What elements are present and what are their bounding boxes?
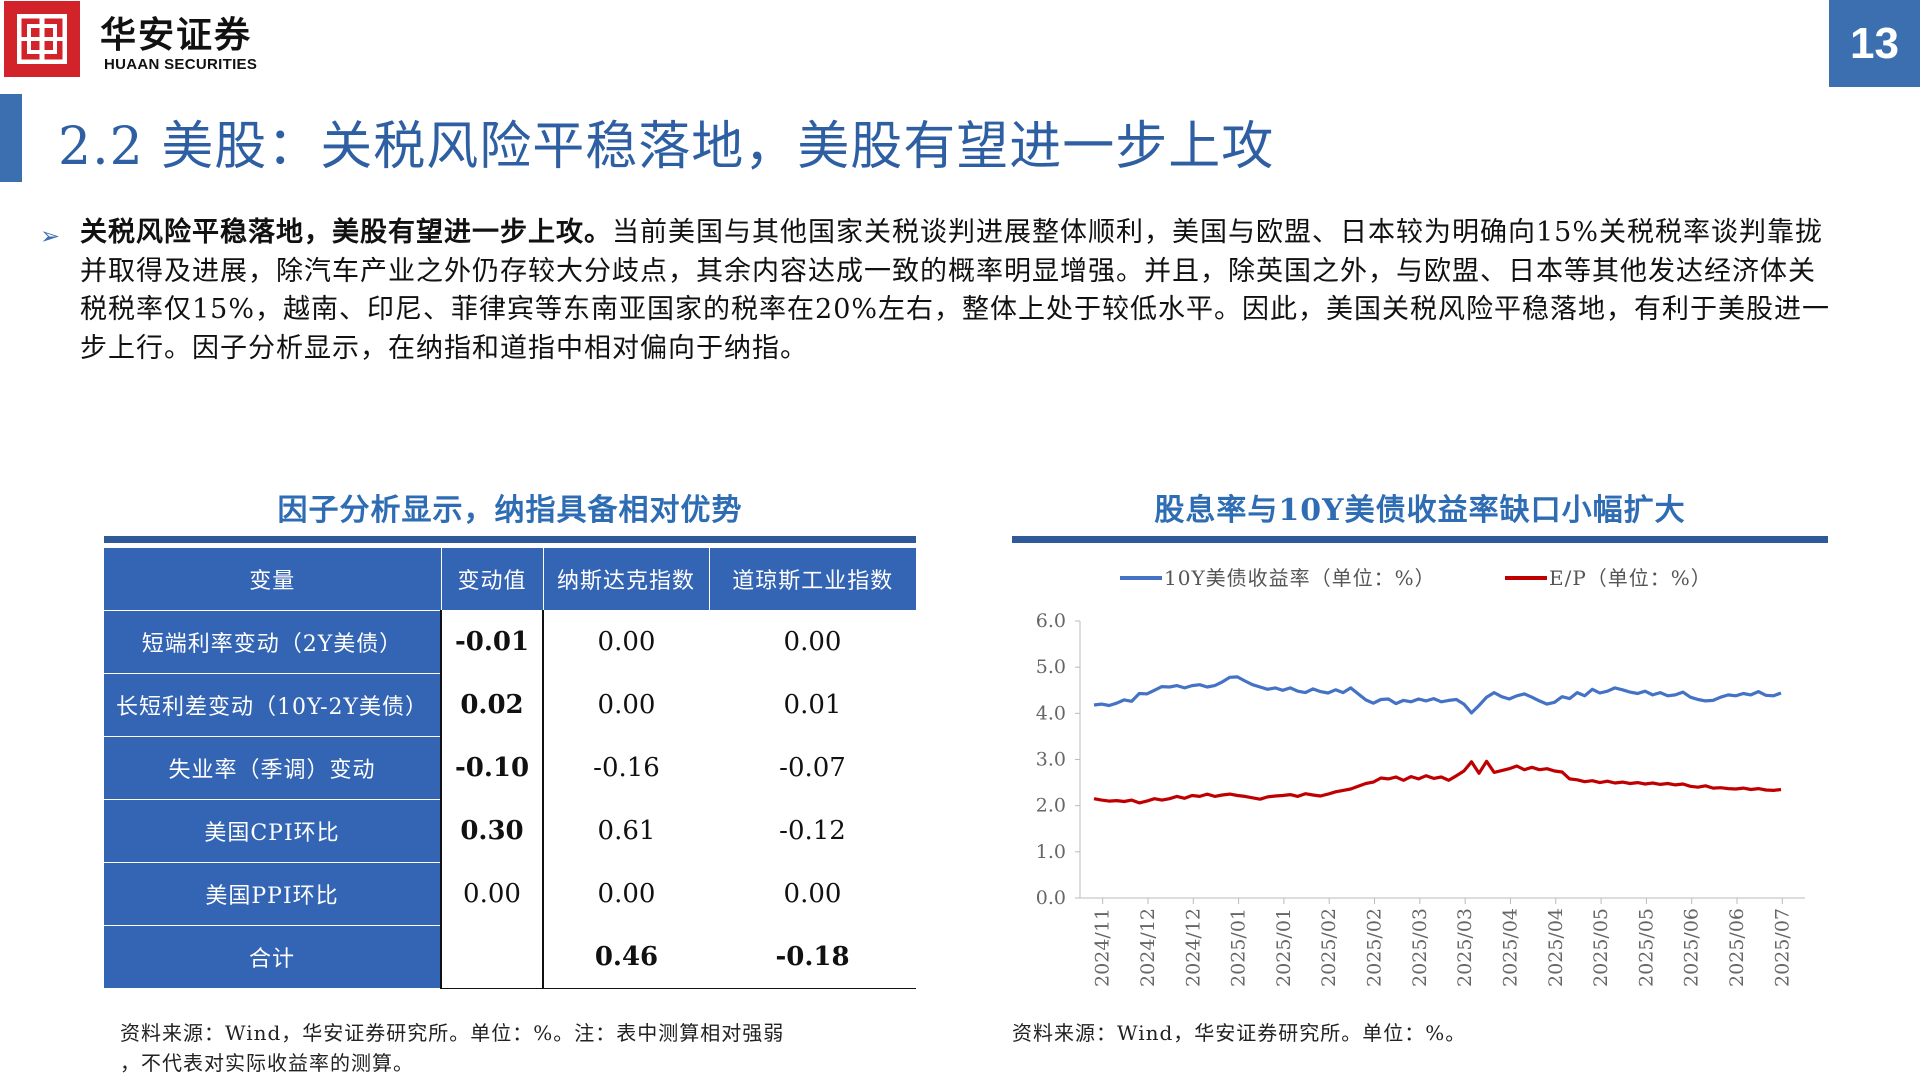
y-tick-label: 2.0 xyxy=(1036,795,1066,817)
nasdaq-value: 0.00 xyxy=(597,690,656,720)
table-title: 因子分析显示，纳指具备相对优势 xyxy=(277,493,743,528)
dow-value: -0.07 xyxy=(779,753,846,783)
x-tick-label: 2025/01 xyxy=(1273,908,1295,987)
table-total-row: 合计 0.46 -0.18 xyxy=(104,925,916,989)
header-nasdaq: 纳斯达克指数 xyxy=(543,548,710,611)
change-value: 0.02 xyxy=(440,673,544,737)
table-row: 短端利率变动（2Y美债） -0.01 0.00 0.00 xyxy=(104,610,916,674)
logo xyxy=(4,1,80,77)
table-title-rule xyxy=(104,536,916,543)
chart-source-note: 资料来源：Wind，华安证券研究所。单位：%。 xyxy=(1012,1021,1467,1045)
x-tick-label: 2025/07 xyxy=(1771,908,1793,987)
chart-title-rule xyxy=(1012,536,1828,543)
page-number: 13 xyxy=(1829,0,1920,87)
legend-label-ep: E/P（单位：%） xyxy=(1549,566,1712,590)
x-tick-label: 2025/03 xyxy=(1454,908,1476,987)
brand-name-cn: 华安证券 xyxy=(100,14,253,56)
chart-axes: 0.0 1.0 2.0 3.0 4.0 5.0 6.0 2024/11 2024/12 2024/… xyxy=(1036,610,1805,987)
nasdaq-value: -0.16 xyxy=(593,753,660,783)
change-value: 0.00 xyxy=(440,862,544,926)
chart-title: 股息率与10Y美债收益率缺口小幅扩大 xyxy=(1154,493,1686,528)
row-label: 长短利差变动（10Y-2Y美债） xyxy=(104,673,441,737)
x-tick-label: 2025/06 xyxy=(1681,908,1703,987)
change-value xyxy=(440,925,544,989)
body-paragraph: 关税风险平稳落地，美股有望进一步上攻。当前美国与其他国家关税谈判进展整体顺利，美… xyxy=(80,214,1840,368)
nasdaq-value: 0.46 xyxy=(543,925,709,989)
y-tick-label: 3.0 xyxy=(1036,749,1066,771)
header-variable: 变量 xyxy=(104,548,442,611)
huaan-logo-icon xyxy=(17,14,67,64)
table-row: 长短利差变动（10Y-2Y美债） 0.02 0.00 0.01 xyxy=(104,673,916,737)
row-label: 美国PPI环比 xyxy=(104,862,441,926)
y-tick-label: 6.0 xyxy=(1036,610,1066,632)
factor-table: 变量 变动值 纳斯达克指数 道琼斯工业指数 短端利率变动（2Y美债） -0.01… xyxy=(104,548,916,989)
page-title: 2.2 美股：关税风险平稳落地，美股有望进一步上攻 xyxy=(58,117,1275,177)
row-label: 合计 xyxy=(104,925,441,989)
table-row: 美国PPI环比 0.00 0.00 0.00 xyxy=(104,862,916,926)
dow-value: -0.12 xyxy=(779,816,846,846)
x-tick-label: 2025/04 xyxy=(1499,908,1521,987)
table-row: 失业率（季调）变动 -0.10 -0.16 -0.07 xyxy=(104,736,916,800)
bullet-arrow-icon: ➢ xyxy=(40,222,61,250)
x-tick-label: 2025/05 xyxy=(1590,908,1612,987)
chart-lines xyxy=(1093,675,1782,805)
nasdaq-value: 0.00 xyxy=(597,627,656,658)
dow-value: 0.01 xyxy=(783,690,842,720)
legend-label-10y-yield: 10Y美债收益率（单位：%） xyxy=(1164,566,1436,590)
change-value: -0.01 xyxy=(440,610,544,674)
paragraph-text: 当前美国与其他国家关税谈判进展整体顺利，美国与欧盟、日本较为明确向15%关税税率… xyxy=(80,217,1831,364)
change-value: 0.30 xyxy=(440,799,544,863)
header-dow: 道琼斯工业指数 xyxy=(709,548,916,611)
title-accent-bar xyxy=(0,94,22,182)
change-value: -0.10 xyxy=(440,736,544,800)
x-tick-label: 2025/02 xyxy=(1318,908,1340,987)
dow-value: 0.00 xyxy=(783,879,842,909)
row-label: 失业率（季调）变动 xyxy=(104,736,441,800)
x-tick-label: 2024/12 xyxy=(1137,908,1159,987)
brand-name-en: HUAAN SECURITIES xyxy=(104,56,258,73)
x-tick-label: 2025/02 xyxy=(1364,908,1386,987)
series-line-10y-yield xyxy=(1093,675,1782,715)
y-tick-label: 0.0 xyxy=(1036,887,1066,909)
series-line-ep xyxy=(1093,759,1782,805)
x-tick-label: 2024/12 xyxy=(1182,908,1204,987)
y-tick-label: 4.0 xyxy=(1036,702,1066,724)
x-tick-label: 2024/11 xyxy=(1092,908,1114,987)
dow-value: 0.00 xyxy=(783,627,842,658)
table-row: 美国CPI环比 0.30 0.61 -0.12 xyxy=(104,799,916,863)
y-tick-label: 5.0 xyxy=(1036,656,1066,678)
table-header-row: 变量 变动值 纳斯达克指数 道琼斯工业指数 xyxy=(104,548,916,611)
table-source-note: 资料来源：Wind，华安证券研究所。单位：%。注：表中测算相对强弱 ，不代表对实… xyxy=(120,1018,784,1078)
row-label: 短端利率变动（2Y美债） xyxy=(104,610,441,674)
chart-legend: 10Y美债收益率（单位：%） E/P（单位：%） xyxy=(1120,566,1712,590)
paragraph-lead: 关税风险平稳落地，美股有望进一步上攻。 xyxy=(80,217,612,248)
y-tick-label: 1.0 xyxy=(1036,841,1066,863)
row-label: 美国CPI环比 xyxy=(104,799,441,863)
source-line-1: 资料来源：Wind，华安证券研究所。单位：%。注：表中测算相对强弱 xyxy=(120,1021,785,1045)
line-chart: 10Y美债收益率（单位：%） E/P（单位：%） 0.0 1.0 2.0 3.0 4.0 5… xyxy=(1036,566,1805,987)
x-tick-label: 2025/04 xyxy=(1545,908,1567,987)
source-line-2: ，不代表对实际收益率的测算。 xyxy=(120,1051,414,1075)
x-tick-label: 2025/01 xyxy=(1228,908,1250,987)
x-tick-label: 2025/06 xyxy=(1726,908,1748,987)
nasdaq-value: 0.61 xyxy=(597,816,656,846)
x-tick-label: 2025/05 xyxy=(1635,908,1657,987)
header-change: 变动值 xyxy=(441,548,544,611)
x-tick-label: 2025/03 xyxy=(1409,908,1431,987)
nasdaq-value: 0.00 xyxy=(597,879,656,909)
dow-value: -0.18 xyxy=(709,925,916,989)
